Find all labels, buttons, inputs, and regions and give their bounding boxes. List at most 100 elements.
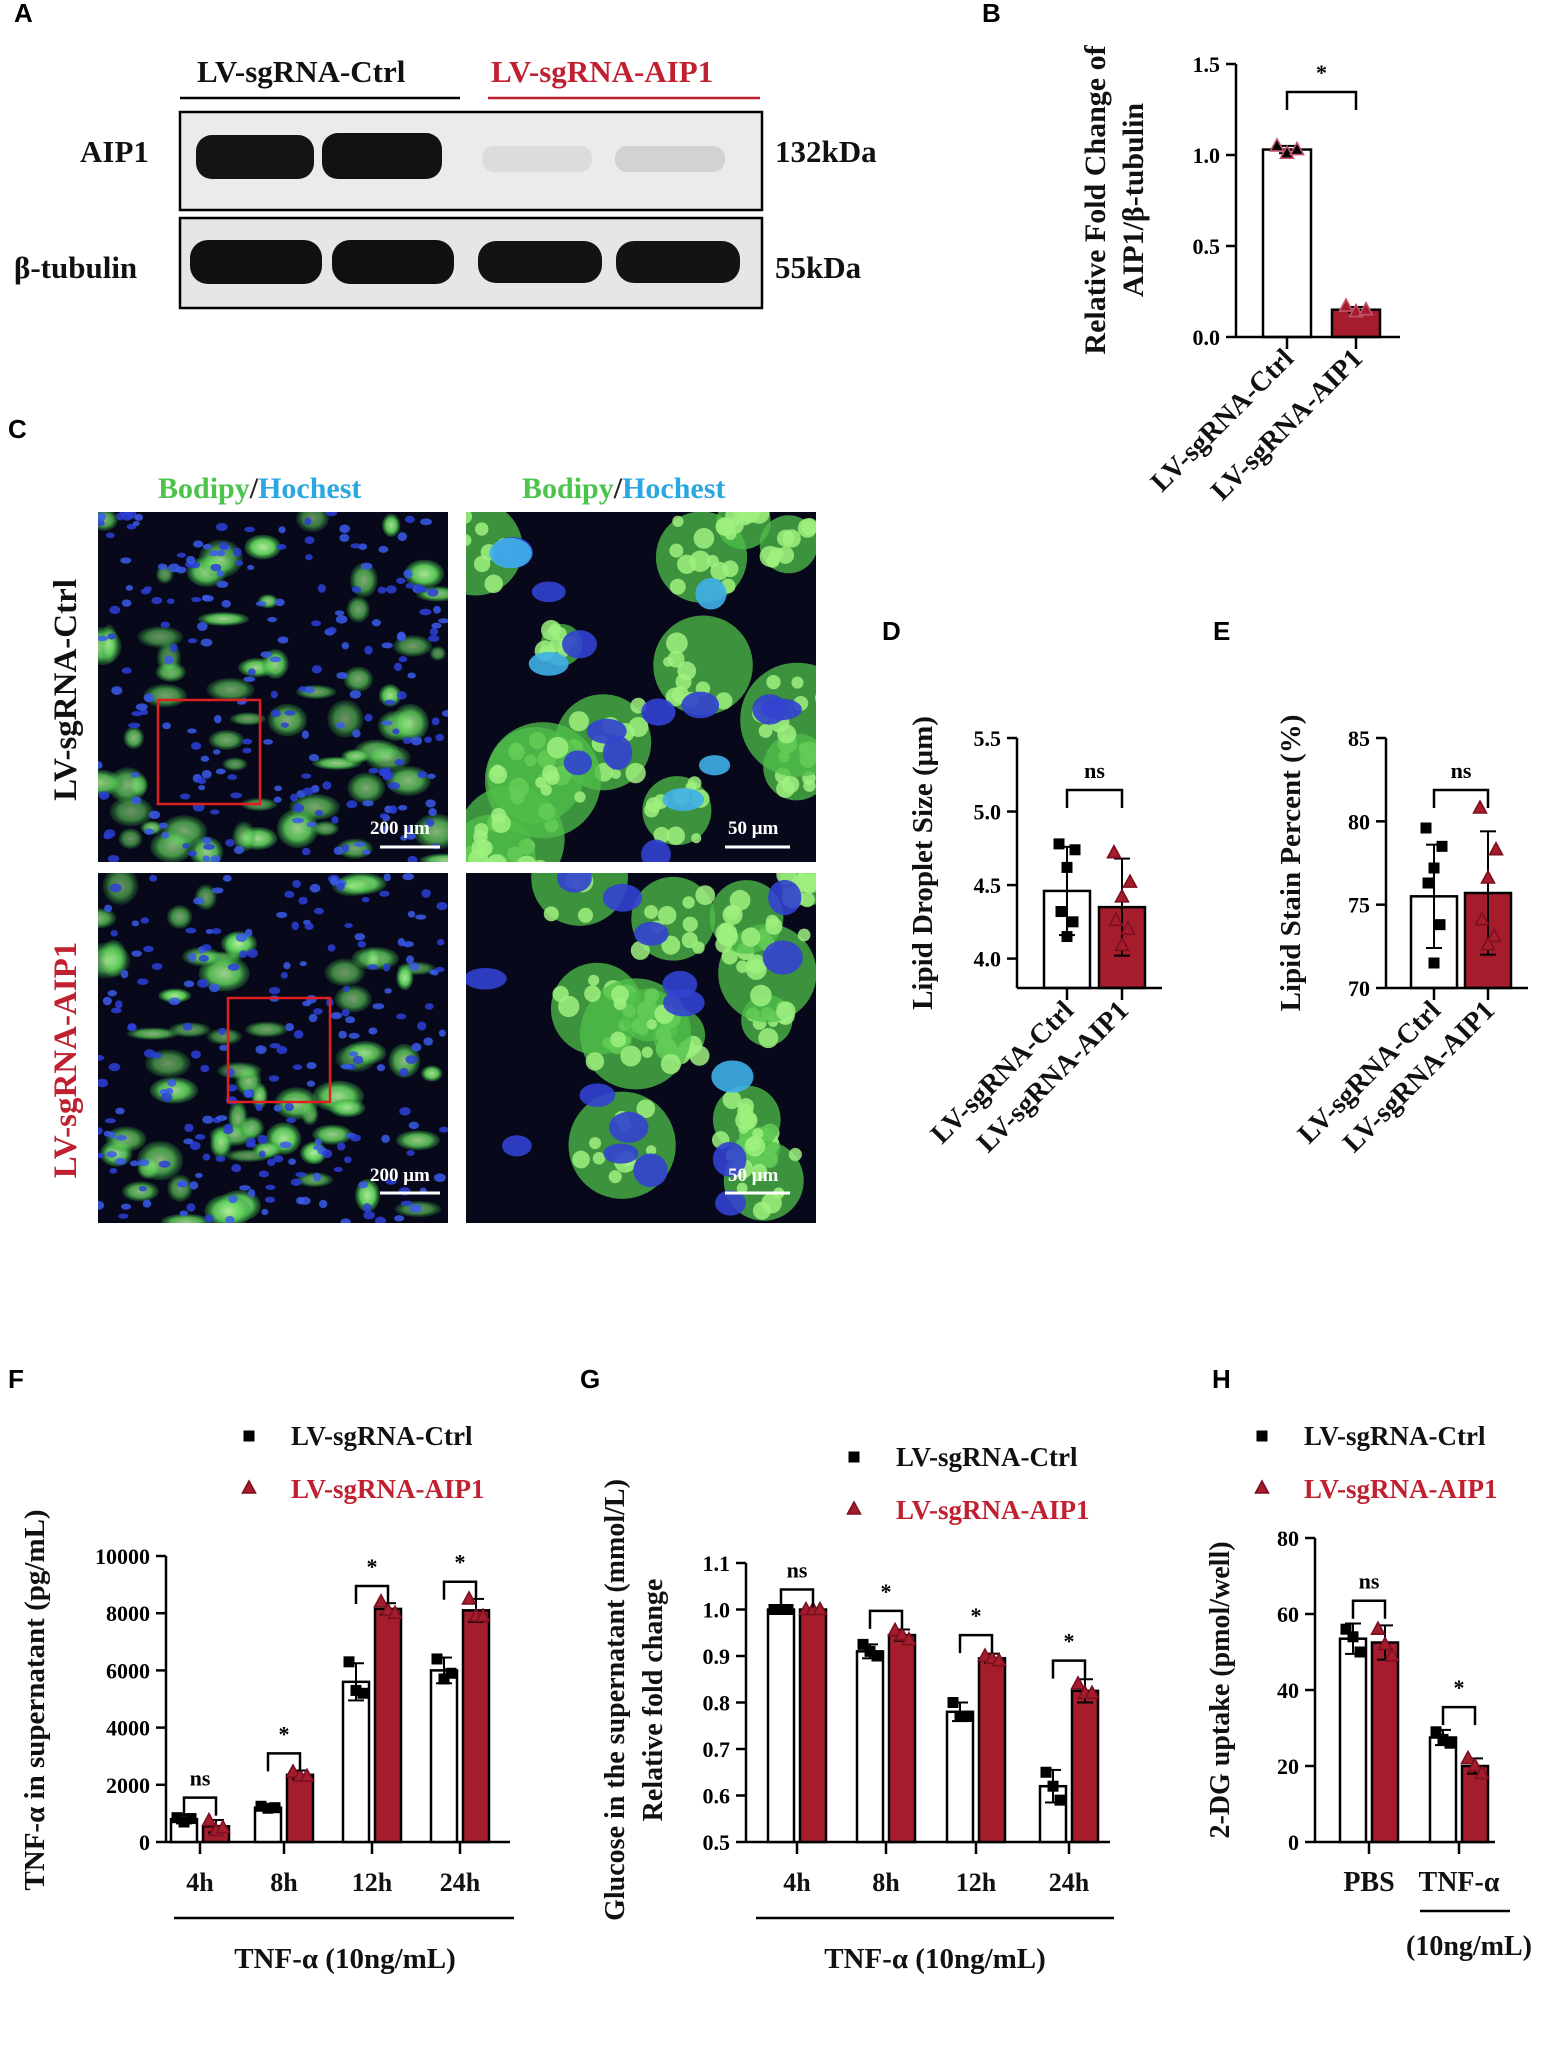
nucleus <box>367 964 379 970</box>
lipid-droplet <box>746 1136 761 1152</box>
micro-image-ctrl-50 <box>466 512 842 862</box>
lipid-cell <box>396 964 414 991</box>
nucleus <box>158 1160 171 1168</box>
lipid-droplet <box>660 1054 681 1075</box>
lipid-cell <box>198 539 243 578</box>
nucleus <box>441 710 448 717</box>
nucleus <box>269 656 282 663</box>
lipid-cell <box>167 905 193 929</box>
lipid-cell <box>276 808 319 849</box>
y-tick-label: 80 <box>1277 1526 1299 1551</box>
chart-aip1-fold-change: 0.0 0.5 1.0 1.5 Relative Fold Change of AIP1/… <box>1079 44 1400 507</box>
lipid-droplet <box>766 674 781 690</box>
nucleus <box>378 545 389 553</box>
lipid-cell <box>413 813 448 850</box>
nucleus <box>273 796 282 803</box>
data-point <box>445 1667 457 1679</box>
nucleus <box>603 1143 639 1164</box>
lipid-cell <box>244 534 282 560</box>
nucleus <box>279 1141 292 1149</box>
blot-row1-label: AIP1 <box>80 134 149 169</box>
nucleus <box>105 532 115 539</box>
data-point <box>438 1673 450 1685</box>
nucleus <box>424 1003 434 1010</box>
data-point <box>775 1604 787 1615</box>
zoom-box <box>226 996 332 1104</box>
nucleus <box>142 1199 152 1208</box>
y-tick-label: 2000 <box>106 1773 150 1798</box>
nucleus <box>333 1166 343 1173</box>
nucleus <box>348 1032 360 1039</box>
nucleus <box>384 699 396 705</box>
nucleus <box>140 917 150 924</box>
nucleus <box>394 1215 405 1222</box>
nucleus <box>304 922 314 931</box>
blot-band <box>322 133 442 179</box>
nucleus <box>221 599 232 608</box>
chart-tnf-alpha: LV-sgRNA-Ctrl LV-sgRNA-AIP1 0 2000 4000 6000 8… <box>19 1421 514 1975</box>
y-tick-label: 1.1 <box>703 1551 731 1576</box>
data-point <box>1054 1794 1066 1806</box>
nucleus <box>115 1000 123 1009</box>
significance-label: ns <box>787 1558 808 1583</box>
nucleus <box>202 1115 214 1124</box>
nucleus <box>768 879 802 916</box>
nucleus <box>362 800 374 807</box>
nucleus <box>304 536 315 544</box>
nucleus <box>314 1138 322 1146</box>
nucleus <box>531 581 566 603</box>
lipid-droplet <box>691 833 702 844</box>
nucleus <box>336 672 348 680</box>
data-point <box>857 1638 869 1650</box>
nucleus <box>322 1149 333 1159</box>
lipid-droplet <box>546 736 569 759</box>
nucleus <box>211 928 222 935</box>
y-tick-label: 4000 <box>106 1716 150 1741</box>
bar-ctrl <box>855 1650 885 1844</box>
nucleus <box>243 1089 253 1098</box>
nucleus <box>346 800 358 809</box>
x-tick-label: 12h <box>956 1868 997 1897</box>
nucleus <box>138 1185 147 1192</box>
microscopy-panel: Bodipy/Hochest Bodipy/Hochest LV-sgRNA-C… <box>48 472 842 1223</box>
nucleus <box>258 1150 266 1158</box>
nucleus <box>410 736 423 746</box>
lipid-droplet <box>736 1182 748 1194</box>
blot-band <box>615 146 725 172</box>
lipid-droplet <box>791 676 804 689</box>
data-point <box>1047 1780 1059 1792</box>
nucleus <box>360 562 373 570</box>
significance-bracket <box>266 1752 302 1772</box>
nucleus <box>193 897 205 905</box>
nucleus <box>216 522 228 532</box>
lipid-droplet <box>682 896 695 909</box>
nucleus <box>415 914 427 920</box>
lipid-droplet <box>800 517 816 536</box>
nucleus <box>349 1134 361 1142</box>
micro-image-aip1-50 <box>466 873 816 1223</box>
data-point <box>1338 297 1354 312</box>
data-point <box>1488 840 1504 856</box>
significance-label: * <box>971 1603 982 1628</box>
nucleus <box>193 540 204 548</box>
nucleus <box>269 1042 281 1049</box>
data-point <box>350 1684 362 1696</box>
nucleus <box>293 1030 304 1039</box>
lipid-cell <box>217 1062 262 1080</box>
nucleus <box>399 1067 409 1077</box>
nucleus <box>247 564 255 571</box>
nucleus <box>149 874 158 882</box>
nucleus <box>379 813 388 819</box>
y-tick-label: 60 <box>1277 1602 1299 1627</box>
nucleus <box>120 1203 132 1210</box>
nucleus <box>489 537 532 569</box>
nucleus <box>405 582 415 589</box>
nucleus <box>502 1135 532 1157</box>
y-axis-label: Lipid Stain Percent (%) <box>1275 715 1307 1012</box>
legend-label-aip1: LV-sgRNA-AIP1 <box>1304 1474 1498 1504</box>
x-tick-label: 24h <box>440 1868 481 1897</box>
significance-bracket <box>1285 90 1358 110</box>
nucleus <box>182 1022 193 1031</box>
lipid-droplet <box>831 704 842 715</box>
lipid-droplet <box>645 797 662 813</box>
